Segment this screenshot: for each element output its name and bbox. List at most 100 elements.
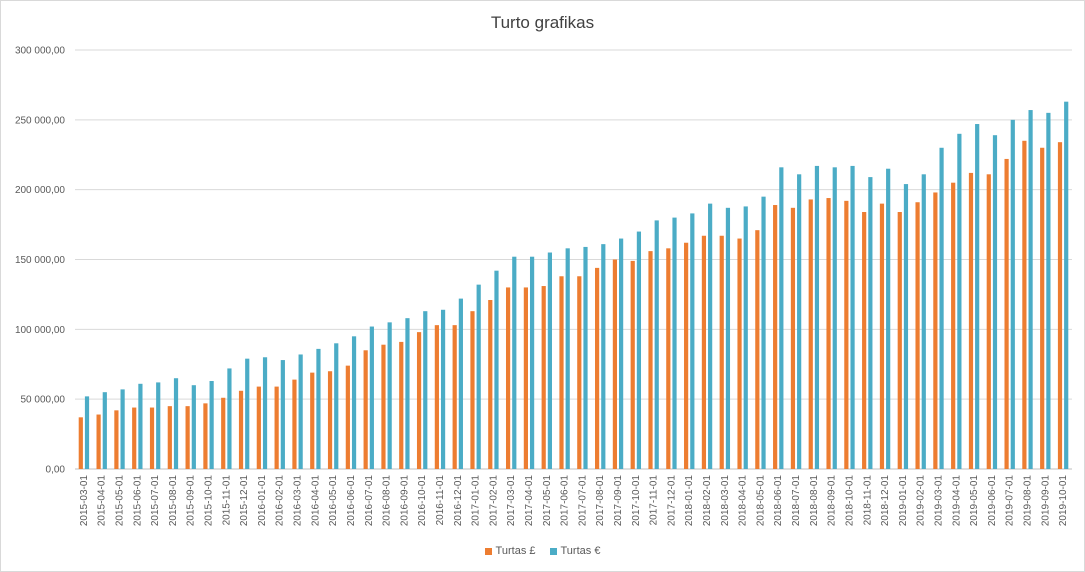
chart-title: Turto grafikas bbox=[490, 13, 595, 32]
bar-gbp bbox=[684, 242, 689, 469]
bar-gbp bbox=[701, 235, 707, 469]
bar-gbp bbox=[488, 300, 493, 469]
bar-gbp bbox=[470, 311, 475, 469]
bar-gbp bbox=[933, 192, 938, 469]
bar-eur bbox=[1046, 112, 1051, 469]
bar-eur bbox=[334, 343, 339, 469]
x-tick-label: 2018-02-01 bbox=[702, 475, 713, 527]
bar-gbp bbox=[256, 386, 261, 469]
x-tick-label: 2017-09-01 bbox=[613, 475, 624, 527]
bar-gbp bbox=[96, 414, 101, 469]
bar-eur bbox=[173, 378, 179, 469]
bar-eur bbox=[547, 252, 552, 469]
x-tick-label: 2016-07-01 bbox=[364, 475, 375, 527]
bar-gbp bbox=[274, 386, 279, 469]
bar-gbp bbox=[595, 267, 600, 469]
x-tick-label: 2019-03-01 bbox=[933, 475, 944, 527]
bar-eur bbox=[868, 177, 873, 469]
x-tick-label: 2016-06-01 bbox=[346, 475, 357, 527]
bar-eur bbox=[405, 318, 410, 469]
bar-gbp bbox=[808, 199, 813, 469]
bar-gbp bbox=[149, 407, 155, 469]
x-tick-label: 2018-06-01 bbox=[773, 475, 784, 527]
bar-eur bbox=[886, 168, 891, 469]
x-tick-label: 2015-12-01 bbox=[239, 475, 250, 527]
bar-eur bbox=[458, 298, 463, 469]
x-tick-label: 2016-05-01 bbox=[328, 475, 339, 527]
x-tick-label: 2018-09-01 bbox=[827, 475, 838, 527]
x-tick-label: 2017-01-01 bbox=[471, 475, 482, 527]
x-tick-label: 2015-10-01 bbox=[204, 475, 215, 527]
x-axis-ticks: 2015-03-01 2015-04-01 2015-05-01 2015-06-01… bbox=[79, 475, 1069, 527]
x-tick-label: 2018-12-01 bbox=[880, 475, 891, 527]
x-tick-label: 2016-02-01 bbox=[275, 475, 286, 527]
x-tick-label: 2018-05-01 bbox=[755, 475, 766, 527]
bar-gbp bbox=[541, 286, 546, 469]
bar-eur bbox=[708, 203, 713, 469]
bar-eur bbox=[797, 174, 802, 469]
y-tick-label: 200 000,00 bbox=[15, 185, 65, 196]
x-tick-label: 2019-07-01 bbox=[1005, 475, 1016, 527]
bar-gbp bbox=[826, 198, 831, 469]
y-tick-label: 150 000,00 bbox=[15, 255, 65, 266]
x-tick-label: 2016-08-01 bbox=[382, 475, 393, 527]
bar-gbp bbox=[951, 182, 956, 469]
bar-eur bbox=[209, 381, 214, 469]
bar-gbp bbox=[363, 350, 368, 469]
bar-eur bbox=[84, 396, 90, 469]
bar-eur bbox=[672, 217, 677, 469]
x-tick-label: 2019-02-01 bbox=[916, 475, 927, 527]
bar-eur bbox=[725, 207, 731, 469]
bar-eur bbox=[814, 165, 820, 469]
bar-gbp bbox=[737, 238, 742, 469]
legend-item-gbp: Turtas £ bbox=[484, 545, 536, 557]
x-tick-label: 2015-11-01 bbox=[221, 475, 232, 526]
bar-eur bbox=[262, 357, 268, 469]
bar-eur bbox=[440, 309, 446, 469]
bar-eur bbox=[102, 392, 107, 469]
bar-eur bbox=[779, 167, 784, 469]
y-tick-label: 300 000,00 bbox=[15, 46, 65, 57]
x-tick-label: 2019-09-01 bbox=[1040, 475, 1051, 527]
x-tick-label: 2016-09-01 bbox=[399, 475, 410, 527]
x-tick-label: 2015-05-01 bbox=[115, 475, 126, 527]
bar-gbp bbox=[523, 287, 528, 469]
bar-eur bbox=[636, 231, 642, 469]
bar-gbp bbox=[666, 248, 671, 469]
bar-eur bbox=[280, 360, 285, 469]
bar-gbp bbox=[719, 235, 724, 469]
x-tick-label: 2015-06-01 bbox=[132, 475, 143, 527]
bar-gbp bbox=[844, 200, 849, 469]
bar-eur bbox=[298, 354, 303, 469]
bar-gbp bbox=[612, 259, 618, 469]
bar-gbp bbox=[452, 325, 457, 469]
bar-gbp bbox=[399, 341, 404, 469]
bars bbox=[78, 101, 1069, 470]
x-tick-label: 2016-01-01 bbox=[257, 475, 268, 527]
x-tick-label: 2015-07-01 bbox=[150, 475, 161, 527]
x-tick-label: 2018-10-01 bbox=[844, 475, 855, 527]
bar-eur bbox=[743, 206, 748, 469]
bar-gbp bbox=[221, 397, 226, 469]
bar-eur bbox=[1010, 119, 1015, 469]
bar-gbp bbox=[416, 332, 422, 469]
legend-swatch-eur bbox=[549, 547, 557, 555]
legend-label-gbp: Turtas £ bbox=[495, 545, 536, 557]
x-tick-label: 2016-03-01 bbox=[293, 475, 304, 527]
x-tick-label: 2016-11-01 bbox=[435, 475, 446, 526]
bar-eur bbox=[529, 256, 535, 469]
bar-gbp bbox=[185, 406, 190, 469]
bar-eur bbox=[351, 336, 357, 469]
bar-gbp bbox=[862, 212, 867, 469]
x-tick-label: 2015-09-01 bbox=[186, 475, 197, 527]
bar-eur bbox=[975, 124, 980, 470]
bar-eur bbox=[369, 326, 374, 469]
bar-eur bbox=[957, 133, 962, 470]
bar-gbp bbox=[1057, 142, 1063, 469]
x-tick-label: 2017-05-01 bbox=[542, 475, 553, 527]
bar-gbp bbox=[790, 207, 796, 469]
x-tick-label: 2015-08-01 bbox=[168, 475, 179, 527]
bar-gbp bbox=[203, 403, 208, 469]
x-tick-label: 2018-04-01 bbox=[738, 475, 749, 527]
